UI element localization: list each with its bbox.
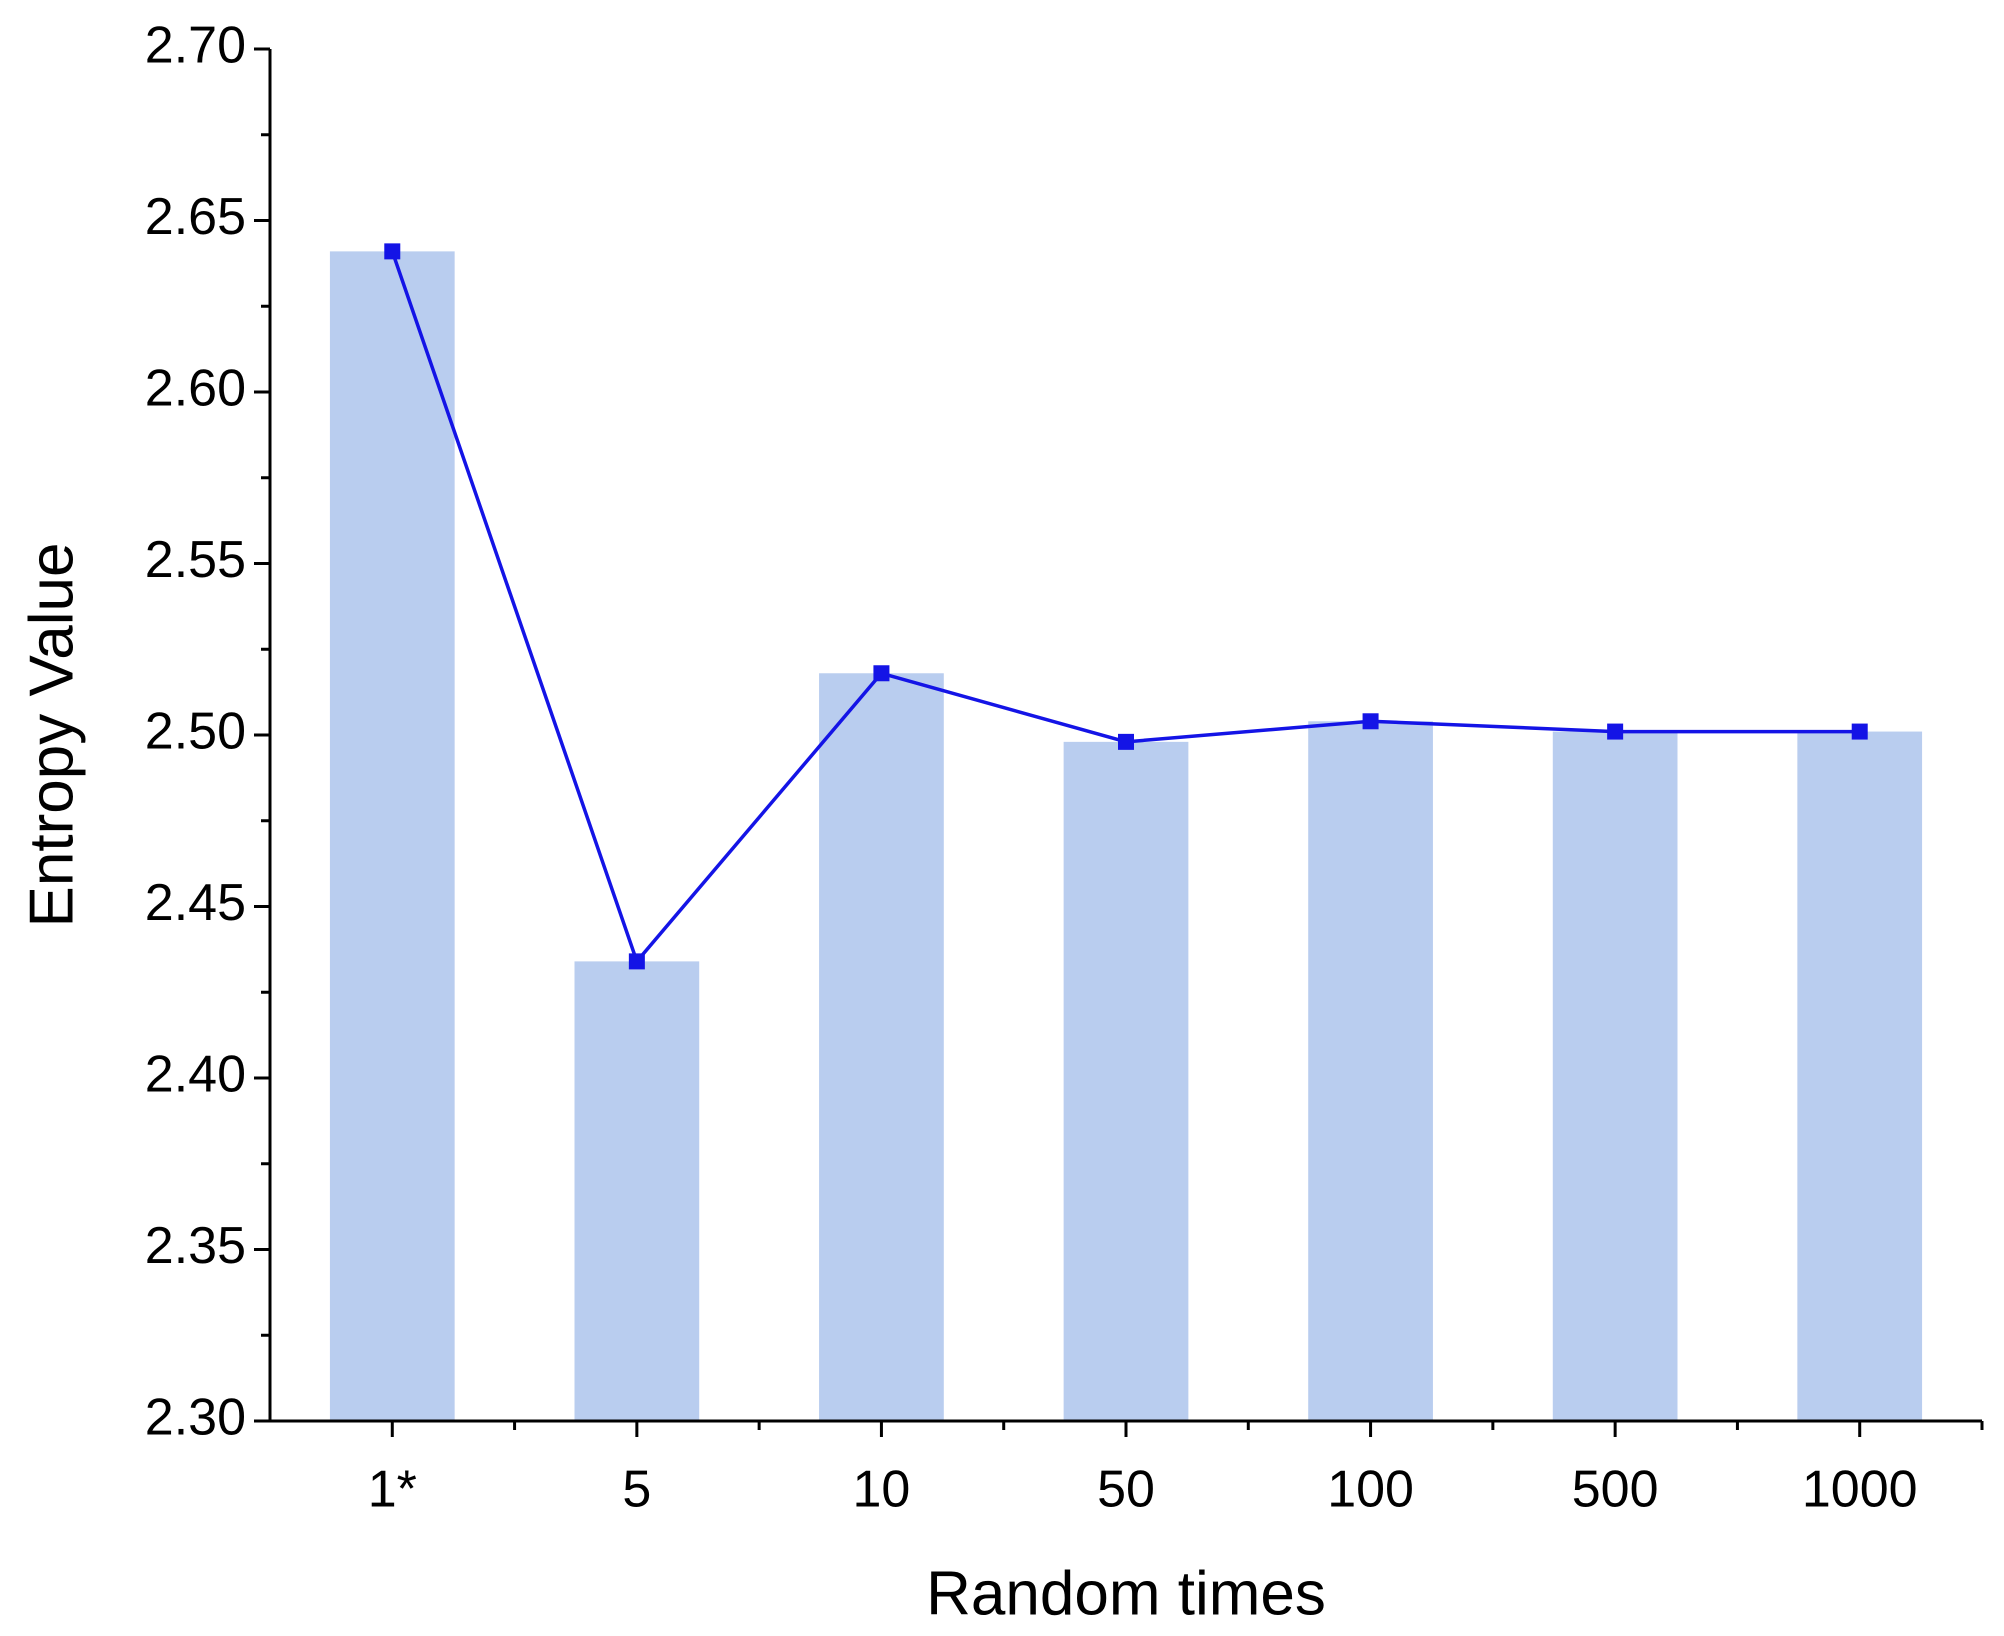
bar xyxy=(329,251,455,1421)
y-tick-label: 2.55 xyxy=(145,531,246,589)
x-tick-label: 1000 xyxy=(1802,1461,1918,1519)
x-tick-label: 50 xyxy=(1097,1461,1155,1519)
y-tick-label: 2.70 xyxy=(145,17,246,75)
bar xyxy=(1308,721,1433,1421)
x-tick-label: 5 xyxy=(622,1461,651,1519)
marker xyxy=(1607,723,1624,740)
y-tick-label: 2.60 xyxy=(145,360,246,418)
x-tick-label: 10 xyxy=(853,1461,911,1519)
y-tick-label: 2.45 xyxy=(145,874,246,932)
bar xyxy=(819,673,944,1421)
y-tick-label: 2.30 xyxy=(145,1389,246,1447)
y-tick-label: 2.35 xyxy=(145,1217,246,1275)
y-tick-label: 2.40 xyxy=(145,1046,246,1104)
marker xyxy=(1118,733,1134,750)
bar xyxy=(1063,741,1189,1421)
x-tick-label: 1* xyxy=(368,1461,417,1519)
marker xyxy=(384,243,401,260)
x-tick-label: 100 xyxy=(1327,1461,1414,1519)
x-axis-title: Random times xyxy=(926,1559,1326,1628)
y-tick-label: 2.65 xyxy=(145,188,246,246)
marker xyxy=(1851,723,1868,740)
marker xyxy=(1362,713,1379,730)
y-tick-label: 2.50 xyxy=(145,703,246,761)
x-tick-label: 500 xyxy=(1572,1461,1659,1519)
bar xyxy=(574,961,700,1421)
marker xyxy=(628,953,645,970)
bar xyxy=(1797,731,1923,1421)
bar xyxy=(1552,731,1678,1421)
marker xyxy=(873,665,890,682)
y-axis-title: Entropy Value xyxy=(17,543,86,928)
